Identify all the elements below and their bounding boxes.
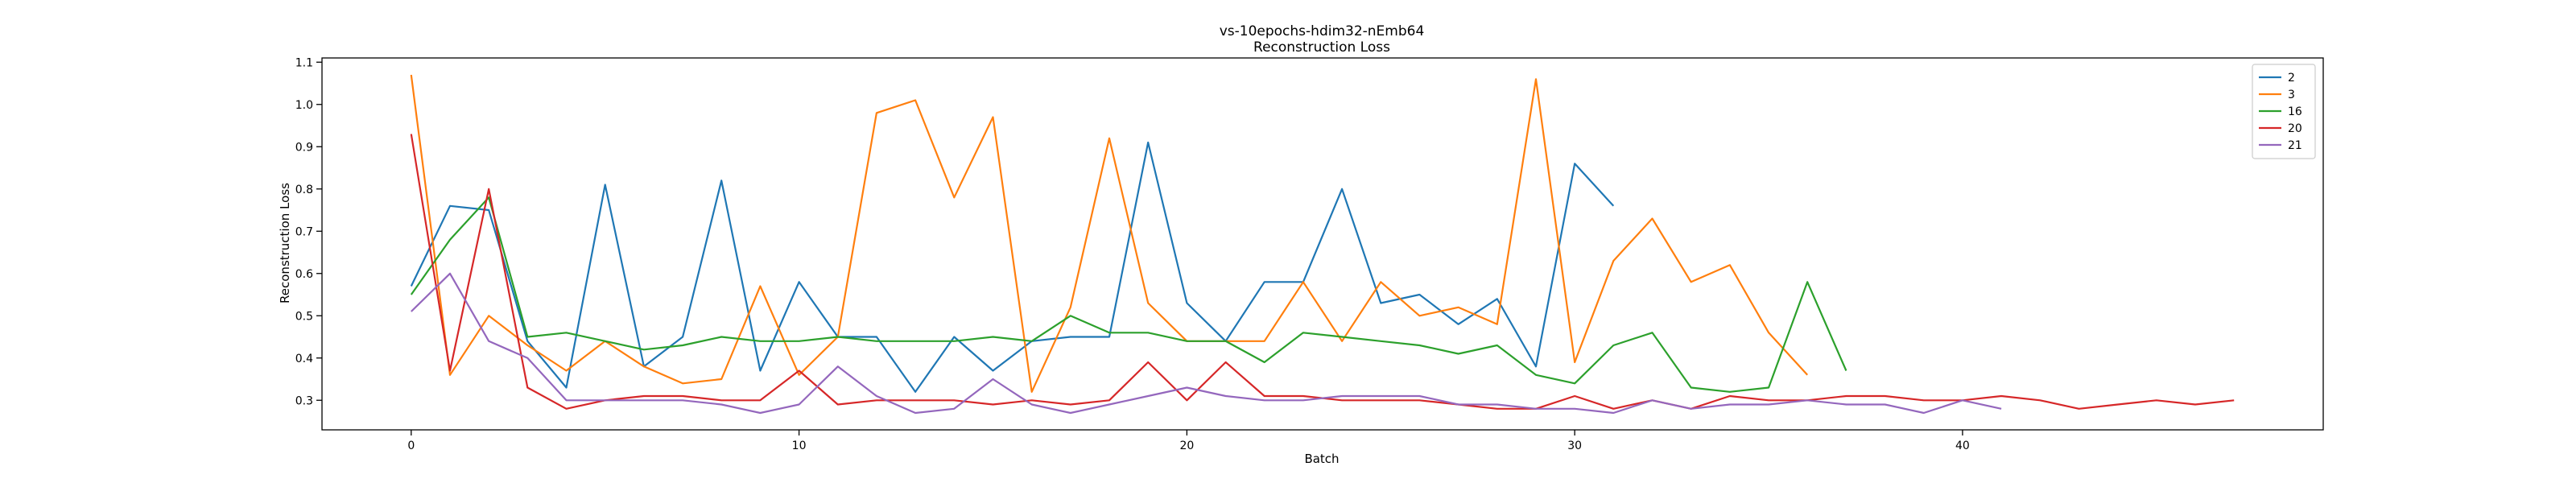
series-line-21 [411, 272, 2002, 415]
plot-area: 0 10 20 30 40 0.3 0.4 0.5 0.6 0.7 0.8 0.9 1.0 1.1 2 3 16… [295, 56, 2324, 452]
chart-title: vs-10epochs-hdim32-nEmb64 [1220, 23, 1425, 39]
x-tick-label: 40 [1955, 440, 1970, 452]
legend-box [2252, 64, 2316, 159]
y-tick-label: 0.9 [295, 141, 313, 154]
y-tick-label: 1.0 [295, 99, 313, 112]
y-tick-label: 0.8 [295, 184, 313, 196]
chart-subtitle: Reconstruction Loss [1253, 39, 1390, 56]
series-line-3 [410, 74, 1809, 393]
series-line-16 [410, 196, 1847, 393]
series-line-2 [410, 141, 1615, 393]
plot-frame [321, 57, 2324, 431]
y-tick-label: 0.5 [295, 310, 313, 323]
legend-label-16: 16 [2288, 105, 2302, 118]
x-tick-label: 20 [1179, 440, 1194, 452]
x-tick-label: 10 [792, 440, 807, 452]
legend-label-20: 20 [2288, 122, 2302, 135]
y-tick-label: 1.1 [295, 56, 313, 69]
y-tick-label: 0.6 [295, 268, 313, 281]
y-tick-label: 0.3 [295, 394, 313, 407]
x-axis-label: Batch [1304, 452, 1339, 466]
y-tick-label: 0.7 [295, 225, 313, 238]
y-tick-label: 0.4 [295, 353, 313, 365]
x-tick-label: 30 [1567, 440, 1582, 452]
legend-label-2: 2 [2288, 72, 2295, 85]
x-tick-label: 0 [407, 440, 415, 452]
y-axis-label: Reconstruction Loss [278, 183, 292, 303]
legend: 2 3 16 20 21 [2252, 64, 2316, 159]
legend-label-3: 3 [2288, 89, 2295, 101]
series-line-20 [410, 134, 2235, 410]
legend-label-21: 21 [2288, 139, 2302, 152]
